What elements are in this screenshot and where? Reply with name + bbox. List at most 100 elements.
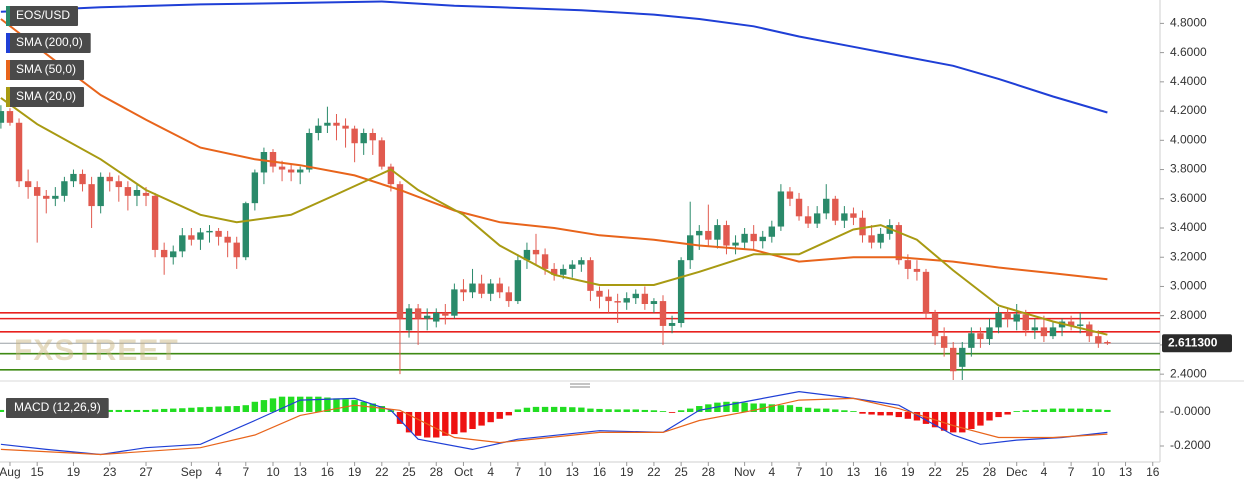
histogram-bar <box>768 404 776 412</box>
histogram-bar <box>1040 409 1048 412</box>
candle-body <box>333 122 340 126</box>
histogram-bar <box>777 405 785 412</box>
candle-body <box>686 235 694 261</box>
x-tick-label: 13 <box>294 465 308 479</box>
candle-body <box>750 233 757 242</box>
candle-body <box>460 289 467 293</box>
histogram-bar <box>160 408 168 412</box>
candle-body <box>850 213 857 218</box>
y-tick-label: -0.0000 <box>1170 404 1211 418</box>
candle-body <box>15 122 23 182</box>
candle-body <box>913 268 921 272</box>
candle-body <box>668 323 676 326</box>
histogram-bar <box>197 407 204 412</box>
candle-body <box>442 312 449 316</box>
histogram-bar <box>922 411 930 424</box>
x-tick-label: 19 <box>620 465 634 479</box>
candle-body <box>714 225 721 240</box>
panel-handle[interactable] <box>570 383 590 388</box>
candle-body <box>940 336 948 348</box>
histogram-bar <box>333 398 340 412</box>
legend-entry: EOS/USD <box>6 6 79 26</box>
x-tick-label: Aug <box>0 465 21 479</box>
histogram-bar <box>414 411 422 436</box>
histogram-bar <box>1058 408 1066 412</box>
candle-body <box>260 152 268 173</box>
candle-body <box>414 308 422 319</box>
histogram-bar <box>297 396 304 412</box>
histogram-bar <box>1004 411 1011 415</box>
histogram-bar <box>170 408 177 412</box>
legend-entry: SMA (20,0) <box>6 87 85 107</box>
x-tick-label: 13 <box>566 465 580 479</box>
candle-body <box>242 203 249 258</box>
candle-body <box>0 111 5 123</box>
x-tick-label: 22 <box>375 465 389 479</box>
histogram-bar <box>587 408 594 412</box>
candle-body <box>623 298 630 303</box>
x-tick-label: 27 <box>139 465 153 479</box>
histogram-bar <box>596 408 603 412</box>
x-tick-label: 7 <box>242 465 249 479</box>
x-tick-label: 22 <box>928 465 942 479</box>
legend-box <box>6 6 79 26</box>
x-tick-label: Dec <box>1006 465 1027 479</box>
histogram-bar <box>977 411 984 426</box>
histogram-bar <box>886 411 893 416</box>
candle-body <box>451 289 458 316</box>
histogram-bar <box>188 407 195 412</box>
histogram-bar <box>850 411 857 412</box>
candle-body <box>79 173 86 185</box>
candle-body <box>578 260 585 265</box>
x-tick-label: 10 <box>1092 465 1106 479</box>
last-price-tag <box>1162 334 1232 353</box>
x-tick-label: 16 <box>321 465 335 479</box>
candle-body <box>142 192 150 196</box>
histogram-bar <box>405 411 413 433</box>
candle-body <box>396 184 404 319</box>
histogram-bar <box>106 409 113 412</box>
x-tick-label: Sep <box>181 465 203 479</box>
candle-body <box>505 292 513 302</box>
legend-box <box>6 398 109 418</box>
candle-body <box>931 312 939 337</box>
histogram-bar <box>569 407 576 412</box>
candle-body <box>133 190 141 196</box>
candle-body <box>768 226 776 237</box>
legend-label: SMA (200,0) <box>16 35 83 49</box>
candle-body <box>315 125 322 133</box>
histogram-bar <box>895 411 902 418</box>
candle-body <box>423 315 431 319</box>
watermark: FXSTREET <box>14 334 179 367</box>
candle-body <box>378 140 386 167</box>
candle-body <box>1095 336 1102 344</box>
histogram-bar <box>1049 408 1057 412</box>
histogram-bar <box>859 411 866 414</box>
candle-body <box>904 260 912 269</box>
histogram-bar <box>133 409 141 412</box>
candle-body <box>52 195 59 199</box>
legend-entry: SMA (200,0) <box>6 33 91 53</box>
histogram-bar <box>460 411 467 433</box>
line-series <box>0 397 1108 456</box>
x-tick-label: 23 <box>103 465 117 479</box>
histogram-bar <box>179 408 186 412</box>
histogram-bar <box>278 396 286 412</box>
candle-body <box>43 195 50 199</box>
histogram-bar <box>877 411 884 416</box>
histogram-bar <box>560 406 567 412</box>
histogram-bar <box>260 400 268 412</box>
histogram-bar <box>550 406 558 412</box>
x-tick-label: 7 <box>796 465 803 479</box>
candle-body <box>233 242 240 258</box>
legend-swatch <box>6 33 10 53</box>
candle-body <box>179 235 186 252</box>
candle-body <box>1067 321 1075 326</box>
histogram-bar <box>741 402 748 412</box>
x-tick-label: 16 <box>874 465 888 479</box>
candle-body <box>550 268 558 275</box>
candle-body <box>170 251 177 258</box>
candle-body <box>759 236 766 242</box>
histogram-bar <box>614 409 621 412</box>
